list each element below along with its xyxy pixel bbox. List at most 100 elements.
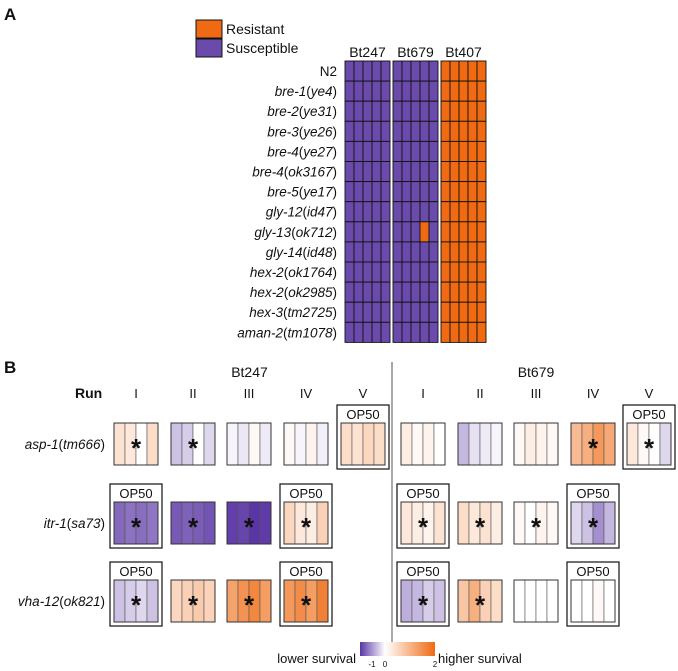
survival-stripe bbox=[203, 579, 216, 623]
heatmap-cell bbox=[392, 301, 403, 323]
survival-cell-border bbox=[570, 501, 616, 545]
heatmap-cell bbox=[449, 100, 460, 122]
heatmap-cell bbox=[392, 60, 403, 82]
op50-label: OP50 bbox=[576, 486, 609, 501]
survival-stripe bbox=[570, 422, 583, 466]
survival-stripe bbox=[400, 422, 413, 466]
survival-cell-border bbox=[226, 579, 272, 623]
survival-stripe bbox=[603, 501, 616, 545]
heatmap-cell bbox=[344, 221, 355, 243]
heatmap-cell bbox=[467, 161, 478, 183]
heatmap-cell bbox=[410, 80, 421, 102]
panel-b-label: B bbox=[4, 358, 16, 377]
heatmap-cell bbox=[344, 321, 355, 343]
heatmap-cell bbox=[380, 60, 391, 82]
heatmap-cell bbox=[428, 120, 439, 142]
strain-row-label: bre-3(ye26) bbox=[267, 124, 337, 139]
strain-row-label: gly-14(id48) bbox=[266, 245, 337, 260]
survival-stripe bbox=[248, 422, 261, 466]
survival-cell: OP50 * bbox=[109, 561, 163, 627]
heatmap-cell bbox=[344, 201, 355, 223]
heatmap-cell bbox=[458, 301, 469, 323]
heatmap-cell bbox=[449, 281, 460, 303]
survival-stripe bbox=[490, 501, 503, 545]
heatmap-cell bbox=[380, 161, 391, 183]
panel-a-heatmap bbox=[344, 60, 487, 343]
heatmap-cell bbox=[449, 301, 460, 323]
strain-column-header: Bt247 bbox=[349, 44, 386, 60]
survival-stripe bbox=[316, 501, 329, 545]
heatmap-cell bbox=[428, 100, 439, 122]
heatmap-cell bbox=[362, 181, 373, 203]
heatmap-cell bbox=[401, 281, 412, 303]
heatmap-cell bbox=[353, 241, 364, 263]
heatmap-cell bbox=[476, 181, 487, 203]
heatmap-cell bbox=[371, 281, 382, 303]
survival-cell-border bbox=[570, 579, 616, 623]
survival-stripe bbox=[524, 422, 537, 466]
heatmap-cell bbox=[467, 60, 478, 82]
heatmap-cell bbox=[401, 181, 412, 203]
panel-b-row-labels: asp-1(tm666) itr-1(sa73) vha-12(ok821) bbox=[18, 437, 105, 609]
survival-stripe bbox=[570, 579, 583, 623]
survival-cell: OP50 * bbox=[396, 483, 450, 549]
heatmap-cell bbox=[440, 201, 451, 223]
strain-row-label: N2 bbox=[320, 64, 337, 79]
heatmap-cell bbox=[392, 80, 403, 102]
heatmap-cell bbox=[392, 161, 403, 183]
survival-cell: OP50 bbox=[336, 404, 390, 470]
significance-star: * bbox=[301, 590, 312, 620]
heatmap-cell bbox=[401, 301, 412, 323]
survival-cell-border bbox=[283, 422, 329, 466]
panel-b-row-label: vha-12(ok821) bbox=[18, 594, 105, 609]
survival-stripe bbox=[535, 579, 548, 623]
heatmap-cell bbox=[371, 261, 382, 283]
heatmap-cell bbox=[428, 181, 439, 203]
heatmap-cell bbox=[449, 140, 460, 162]
heatmap-cell bbox=[380, 321, 391, 343]
survival-stripe bbox=[592, 579, 605, 623]
heatmap-cell bbox=[353, 80, 364, 102]
heatmap-cell bbox=[401, 100, 412, 122]
heatmap-cell bbox=[440, 120, 451, 142]
heatmap-cell bbox=[380, 80, 391, 102]
survival-cell: * bbox=[226, 579, 272, 623]
survival-cell-border bbox=[400, 422, 446, 466]
panel-a-column-headers: Bt247 Bt679 Bt407 bbox=[349, 44, 482, 60]
significance-star: * bbox=[244, 512, 255, 542]
heatmap-cell bbox=[410, 120, 421, 142]
heatmap-cell bbox=[344, 60, 355, 82]
survival-cell-border bbox=[400, 501, 446, 545]
heatmap-cell bbox=[380, 241, 391, 263]
op50-label: OP50 bbox=[406, 486, 439, 501]
heatmap-cell bbox=[467, 301, 478, 323]
survival-stripe bbox=[146, 501, 159, 545]
survival-stripe bbox=[513, 422, 526, 466]
survival-stripe bbox=[146, 422, 159, 466]
heatmap-cell bbox=[380, 301, 391, 323]
strain-row-label: gly-12(id47) bbox=[266, 205, 337, 220]
heatmap-cell bbox=[428, 261, 439, 283]
significance-star: * bbox=[301, 512, 312, 542]
heatmap-cell bbox=[419, 60, 430, 82]
heatmap-cell bbox=[449, 321, 460, 343]
strain-row-label: bre-1(ye4) bbox=[275, 84, 337, 99]
significance-star: * bbox=[188, 433, 199, 463]
heatmap-cell bbox=[458, 140, 469, 162]
heatmap-cell bbox=[410, 281, 421, 303]
heatmap-cell bbox=[344, 100, 355, 122]
survival-stripe bbox=[226, 579, 239, 623]
heatmap-cell bbox=[392, 281, 403, 303]
survival-stripe bbox=[524, 579, 537, 623]
heatmap-cell bbox=[401, 321, 412, 343]
heatmap-cell bbox=[371, 60, 382, 82]
survival-stripe bbox=[603, 422, 616, 466]
heatmap-cell bbox=[344, 161, 355, 183]
heatmap-cell bbox=[449, 201, 460, 223]
survival-stripe bbox=[570, 501, 583, 545]
heatmap-cell bbox=[449, 60, 460, 82]
heatmap-cell bbox=[419, 80, 430, 102]
heatmap-cell bbox=[458, 161, 469, 183]
heatmap-cell bbox=[467, 261, 478, 283]
heatmap-cell bbox=[419, 301, 430, 323]
